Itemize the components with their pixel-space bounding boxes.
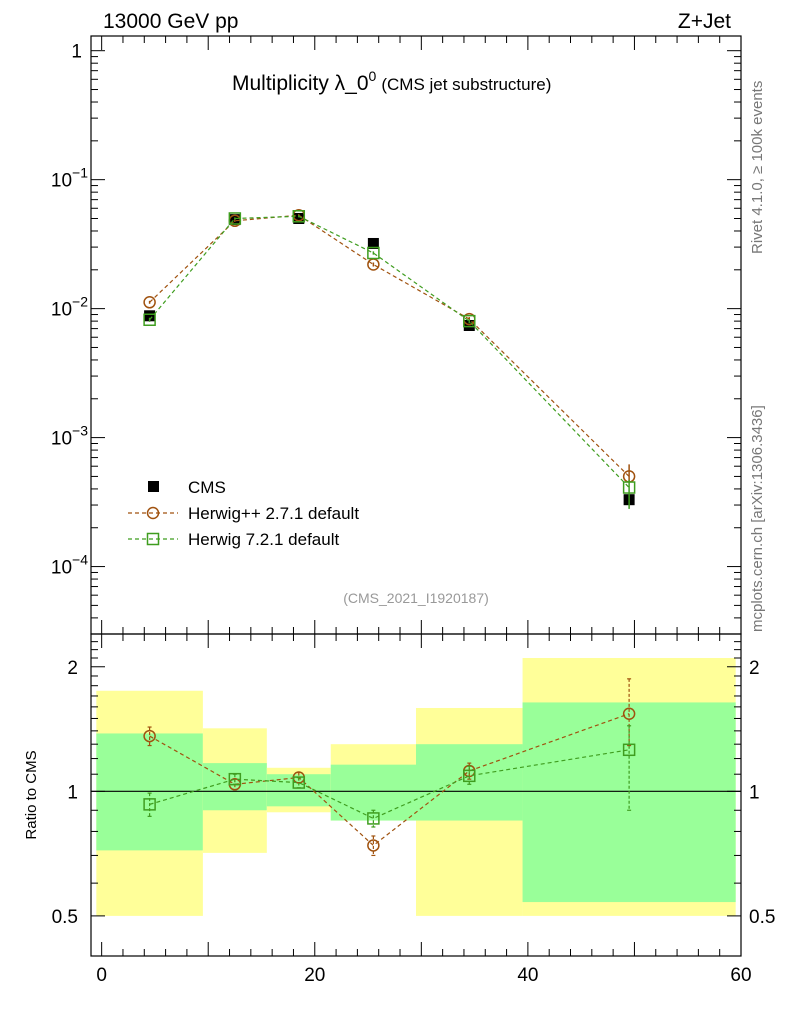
- cms-point: [144, 310, 156, 322]
- y-tick-label-base: 10: [51, 300, 72, 321]
- legend-herwigpp-label: Herwig++ 2.7.1 default: [188, 504, 359, 523]
- ratio-plot-frame: [90, 633, 742, 957]
- plot-title-sub: (CMS jet substructure): [381, 75, 551, 94]
- herwig7-ratio-point: [292, 776, 306, 789]
- herwig7-ratio-point: [228, 772, 242, 786]
- cms-point: [367, 237, 379, 249]
- plot-title-main: Multiplicity λ_0: [232, 72, 369, 95]
- herwig7-point: [463, 314, 476, 328]
- y-tick-label-exp: −4: [72, 552, 88, 568]
- legend-herwig7-label: Herwig 7.2.1 default: [188, 530, 339, 549]
- y-tick-label: 10−4: [51, 552, 88, 579]
- herwig7-ratio-point: [367, 812, 380, 825]
- herwigpp-point: [143, 296, 156, 309]
- mcplots-label: mcplots.cern.ch [arXiv:1306.3436]: [749, 405, 766, 632]
- y-tick-label-exp: −3: [72, 423, 88, 439]
- ratio-y-tick-label-right: 1: [749, 782, 760, 803]
- legend: CMS Herwig++ 2.7.1 default Herwig 7.2.1 …: [128, 478, 359, 549]
- y-tick-label-base: 10: [51, 558, 72, 579]
- ratio-y-tick-label: 2: [67, 658, 78, 679]
- legend-cms-label: CMS: [188, 478, 226, 497]
- x-tick-label: 60: [730, 965, 751, 986]
- chart-marks: 110−110−210−310−42 21 10.5 0.50 20 40 60: [51, 35, 775, 986]
- process-label: Z+Jet: [678, 10, 731, 33]
- ratio-y-tick-label: 1: [67, 782, 78, 803]
- plot-title-sup: 0: [369, 68, 377, 84]
- herwigpp-ratio-point: [143, 729, 156, 743]
- rivet-version-label: Rivet 4.1.0, ≥ 100k events: [749, 81, 766, 254]
- herwigpp-ratio-line: [149, 713, 630, 847]
- herwig7-ratio-point: [622, 743, 636, 757]
- y-tick-label: 1: [71, 42, 82, 63]
- herwig7-point: [292, 210, 306, 223]
- y-tick-label: 10−1: [51, 165, 88, 192]
- legend-herwigpp-marker: [146, 506, 160, 520]
- y-tick-label-exp: −1: [72, 165, 88, 181]
- y-tick-label-base: 10: [51, 171, 72, 192]
- y-tick-label-exp: −2: [72, 294, 88, 310]
- herwig7-ratio-line: [149, 749, 630, 820]
- herwig7-ratio-point: [143, 798, 156, 811]
- y-tick-label: 10−2: [51, 294, 88, 321]
- herwig7-point: [622, 481, 636, 494]
- herwigpp-ratio-point: [622, 707, 636, 720]
- herwig7-point: [367, 246, 380, 260]
- plot-title: Multiplicity λ_00 (CMS jet substructure): [232, 68, 551, 95]
- ratio-y-tick-label: 0.5: [52, 907, 78, 928]
- herwig7-point: [143, 313, 156, 326]
- x-tick-label: 20: [304, 965, 325, 986]
- herwig7-ratio-point: [463, 769, 476, 783]
- ratio-y-tick-label-right: 0.5: [749, 907, 775, 928]
- herwigpp-line: [149, 214, 630, 477]
- x-tick-label: 0: [96, 965, 107, 986]
- cms-point: [293, 212, 305, 224]
- ratio-y-tick-label-right: 2: [749, 658, 760, 679]
- legend-herwig7-marker: [146, 532, 160, 546]
- herwigpp-ratio-point: [367, 839, 380, 852]
- y-tick-label: 10−3: [51, 423, 88, 450]
- legend-cms-marker: [148, 481, 159, 492]
- cms-point: [463, 319, 475, 331]
- y-tick-label-base: 10: [51, 429, 72, 450]
- analysis-watermark: (CMS_2021_I1920187): [343, 590, 489, 606]
- herwig7-point: [228, 212, 242, 225]
- energy-label: 13000 GeV pp: [103, 10, 238, 33]
- ratio-ylabel: Ratio to CMS: [23, 750, 40, 839]
- herwig7-line: [149, 215, 630, 488]
- x-tick-label: 40: [517, 965, 538, 986]
